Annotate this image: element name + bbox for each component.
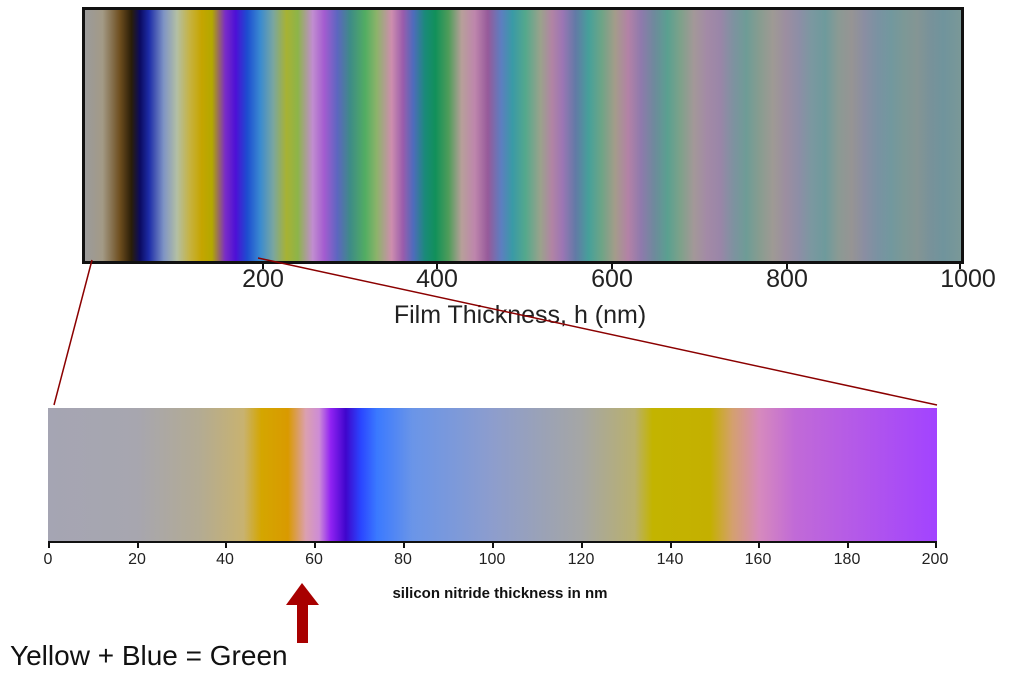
bottom-tick	[225, 541, 227, 548]
bottom-tick	[403, 541, 405, 548]
bottom-tick-label: 0	[43, 551, 53, 568]
bottom-tick	[758, 541, 760, 548]
bottom-tick	[670, 541, 672, 548]
top-tick-label: 400	[416, 265, 458, 293]
bottom-tick-label: 160	[744, 551, 772, 568]
top-tick-label: 800	[766, 265, 808, 293]
film-thickness-color-strip	[82, 7, 964, 264]
bottom-tick-label: 40	[216, 551, 234, 568]
zoom-line-left	[53, 259, 93, 406]
bottom-tick-label: 200	[921, 551, 949, 568]
top-tick-1000	[959, 262, 961, 269]
bottom-tick-label: 20	[128, 551, 146, 568]
bottom-tick-label: 80	[394, 551, 412, 568]
bottom-tick	[935, 541, 937, 548]
silicon-nitride-color-strip	[48, 408, 937, 541]
bottom-tick	[581, 541, 583, 548]
bottom-tick	[137, 541, 139, 548]
bottom-tick-label: 100	[478, 551, 506, 568]
marker-arrow-shaft	[297, 603, 308, 643]
bottom-axis-title: silicon nitride thickness in nm	[392, 585, 608, 602]
bottom-tick-label: 120	[567, 551, 595, 568]
bottom-tick	[314, 541, 316, 548]
bottom-tick	[48, 541, 50, 548]
top-tick-label: 600	[591, 265, 633, 293]
top-axis-title: Film Thickness, h (nm)	[393, 301, 647, 329]
bottom-tick	[492, 541, 494, 548]
bottom-tick-label: 60	[305, 551, 323, 568]
bottom-tick-label: 140	[656, 551, 684, 568]
bottom-tick-label: 180	[833, 551, 861, 568]
caption-text: Yellow + Blue = Green	[10, 640, 288, 671]
bottom-tick	[847, 541, 849, 548]
top-tick-label: 200	[242, 265, 284, 293]
top-tick-label: 1000	[940, 265, 996, 293]
